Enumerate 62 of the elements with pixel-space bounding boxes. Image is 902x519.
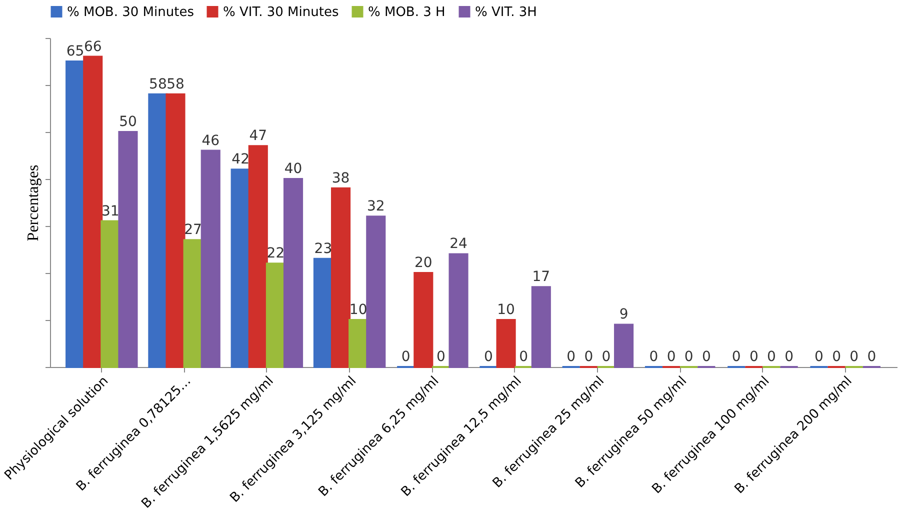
data-label: 40 [284, 161, 302, 177]
data-label: 0 [867, 349, 876, 365]
bar [118, 131, 138, 368]
data-label: 23 [314, 240, 332, 257]
bar [614, 324, 634, 368]
data-label: 65 [66, 44, 84, 60]
bar [313, 258, 333, 368]
bar [414, 272, 434, 368]
bar [66, 60, 86, 368]
data-label: 32 [366, 198, 385, 215]
bar [330, 187, 351, 368]
data-label: 0 [684, 349, 694, 365]
data-label: 0 [814, 349, 824, 365]
bar [148, 93, 168, 368]
bar [496, 319, 516, 368]
data-label: 66 [84, 38, 102, 55]
bar [531, 286, 551, 368]
data-label: 0 [784, 349, 794, 365]
data-label: 0 [484, 349, 493, 365]
data-label: 20 [414, 255, 432, 271]
data-label: 31 [102, 203, 120, 220]
bar [200, 150, 220, 368]
y-axis-title: Percentages [25, 164, 42, 242]
data-label: 0 [566, 349, 576, 365]
data-label: 0 [767, 349, 776, 365]
data-label: 0 [732, 349, 741, 365]
data-label: 0 [749, 349, 758, 365]
legend-label: % MOB. 3 H [368, 4, 446, 20]
bar [448, 253, 468, 368]
bar [366, 216, 386, 368]
data-label: 0 [519, 349, 528, 365]
data-label: 24 [450, 236, 468, 252]
bar [230, 168, 250, 368]
data-label: 9 [619, 306, 628, 323]
bar [83, 56, 103, 368]
bar [248, 145, 268, 368]
data-label: 0 [649, 349, 658, 365]
data-label: 0 [401, 349, 410, 365]
legend-label: % VIT. 30 Minutes [223, 4, 339, 20]
data-label: 58 [166, 76, 184, 92]
bar [266, 262, 286, 368]
data-label: 0 [436, 349, 446, 365]
legend-label: % VIT. 3H [475, 4, 537, 20]
data-label: 50 [119, 114, 137, 130]
legend-label: % MOB. 30 Minutes [67, 4, 194, 20]
data-label: 38 [332, 170, 350, 186]
bar [166, 93, 186, 368]
data-label: 0 [602, 349, 611, 365]
bar [348, 319, 368, 368]
data-label: 0 [850, 349, 859, 365]
data-label: 0 [584, 349, 594, 365]
bar [183, 239, 203, 368]
data-label: 0 [666, 349, 676, 365]
data-label: 10 [497, 302, 515, 318]
bar [283, 178, 304, 368]
data-label: 0 [702, 349, 711, 365]
data-label: 17 [532, 269, 550, 286]
data-label: 47 [249, 128, 268, 144]
data-label: 42 [232, 152, 250, 168]
data-label: 0 [832, 349, 842, 365]
data-label: 46 [202, 132, 220, 149]
data-label: 58 [149, 76, 167, 92]
